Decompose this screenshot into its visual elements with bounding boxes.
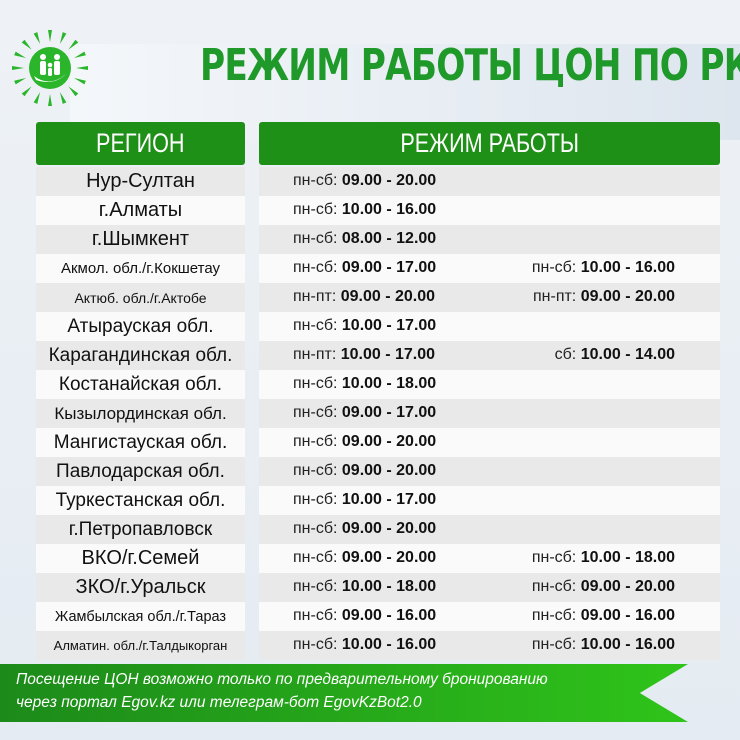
schedule-secondary: пн-сб: 10.00 - 18.00 — [531, 549, 675, 566]
table-row: ЗКО/г.Уральск пн-сб: 10.00 - 18.00 пн-сб: … — [0, 573, 740, 602]
schedule-table: Нур-Султан пн-сб: 09.00 - 20.00 г.Алматы пн… — [0, 167, 740, 660]
region-cell: Нур-Султан — [36, 167, 245, 196]
schedule-cell: пн-сб: 09.00 - 17.00 — [259, 399, 720, 428]
table-row: г.Алматы пн-сб: 10.00 - 16.00 — [0, 196, 740, 225]
schedule-primary: пн-сб: 09.00 - 20.00 — [293, 549, 437, 566]
schedule-cell: пн-сб: 09.00 - 20.00 пн-сб: 10.00 - 18.00 — [259, 544, 720, 573]
schedule-cell: пн-сб: 10.00 - 17.00 — [259, 312, 720, 341]
schedule-primary: пн-сб: 10.00 - 18.00 — [293, 578, 437, 595]
column-header-region: РЕГИОН — [36, 122, 245, 165]
region-cell: Жамбылская обл./г.Тараз — [36, 602, 245, 631]
region-cell: ВКО/г.Семей — [36, 544, 245, 573]
schedule-cell: пн-сб: 10.00 - 18.00 пн-сб: 09.00 - 20.00 — [259, 573, 720, 602]
schedule-primary: пн-сб: 10.00 - 16.00 — [293, 636, 437, 653]
region-cell: Павлодарская обл. — [36, 457, 245, 486]
table-row: Актюб. обл./г.Актобе пн-пт: 09.00 - 20.00… — [0, 283, 740, 312]
schedule-primary: пн-пт: 10.00 - 17.00 — [293, 346, 436, 363]
table-row: ВКО/г.Семей пн-сб: 09.00 - 20.00 пн-сб: 10… — [0, 544, 740, 573]
schedule-cell: пн-сб: 08.00 - 12.00 — [259, 225, 720, 254]
table-row: г.Шымкент пн-сб: 08.00 - 12.00 — [0, 225, 740, 254]
schedule-secondary: пн-пт: 09.00 - 20.00 — [532, 288, 675, 305]
region-cell: ЗКО/г.Уральск — [36, 573, 245, 602]
schedule-secondary: пн-сб: 10.00 - 16.00 — [531, 259, 675, 276]
footer-note: Посещение ЦОН возможно только по предвар… — [16, 671, 548, 711]
table-row: Нур-Султан пн-сб: 09.00 - 20.00 — [0, 167, 740, 196]
region-cell: Туркестанская обл. — [36, 486, 245, 515]
schedule-primary: пн-сб: 08.00 - 12.00 — [293, 230, 437, 247]
region-cell: г.Алматы — [36, 196, 245, 225]
column-header-schedule: РЕЖИМ РАБОТЫ — [259, 122, 720, 165]
table-row: Костанайская обл. пн-сб: 10.00 - 18.00 — [0, 370, 740, 399]
region-cell: Костанайская обл. — [36, 370, 245, 399]
table-row: Атырауская обл. пн-сб: 10.00 - 17.00 — [0, 312, 740, 341]
table-row: Карагандинская обл. пн-пт: 10.00 - 17.00 с… — [0, 341, 740, 370]
schedule-secondary: пн-сб: 09.00 - 16.00 — [531, 607, 675, 624]
schedule-primary: пн-сб: 09.00 - 20.00 — [293, 520, 437, 537]
schedule-primary: пн-пт: 09.00 - 20.00 — [293, 288, 436, 305]
schedule-cell: пн-пт: 09.00 - 20.00 пн-пт: 09.00 - 20.00 — [259, 283, 720, 312]
schedule-cell: пн-сб: 09.00 - 20.00 — [259, 515, 720, 544]
table-row: Алматин. обл./г.Талдыкорган пн-сб: 10.00 … — [0, 631, 740, 660]
table-row: Туркестанская обл. пн-сб: 10.00 - 17.00 — [0, 486, 740, 515]
schedule-cell: пн-сб: 10.00 - 16.00 — [259, 196, 720, 225]
family-sun-logo-icon — [12, 30, 88, 106]
table-row: Мангистауская обл. пн-сб: 09.00 - 20.00 — [0, 428, 740, 457]
page-title: РЕЖИМ РАБОТЫ ЦОН ПО РК — [200, 40, 740, 91]
schedule-cell: пн-пт: 10.00 - 17.00 сб: 10.00 - 14.00 — [259, 341, 720, 370]
schedule-primary: пн-сб: 09.00 - 20.00 — [293, 462, 437, 479]
region-cell: Алматин. обл./г.Талдыкорган — [36, 631, 245, 660]
region-cell: г.Шымкент — [36, 225, 245, 254]
region-cell: Акмол. обл./г.Кокшетау — [36, 254, 245, 283]
schedule-primary: пн-сб: 09.00 - 20.00 — [293, 172, 437, 189]
table-row: Жамбылская обл./г.Тараз пн-сб: 09.00 - 16… — [0, 602, 740, 631]
schedule-cell: пн-сб: 10.00 - 16.00 пн-сб: 10.00 - 16.00 — [259, 631, 720, 660]
region-cell: Карагандинская обл. — [36, 341, 245, 370]
table-row: Кызылординская обл. пн-сб: 09.00 - 17.00 — [0, 399, 740, 428]
region-cell: Актюб. обл./г.Актобе — [36, 283, 245, 312]
schedule-primary: пн-сб: 09.00 - 17.00 — [293, 404, 437, 421]
schedule-primary: пн-сб: 09.00 - 20.00 — [293, 433, 437, 450]
schedule-cell: пн-сб: 09.00 - 17.00 пн-сб: 10.00 - 16.00 — [259, 254, 720, 283]
schedule-primary: пн-сб: 10.00 - 18.00 — [293, 375, 437, 392]
table-row: Павлодарская обл. пн-сб: 09.00 - 20.00 — [0, 457, 740, 486]
schedule-primary: пн-сб: 09.00 - 17.00 — [293, 259, 437, 276]
schedule-cell: пн-сб: 09.00 - 20.00 — [259, 167, 720, 196]
schedule-cell: пн-сб: 10.00 - 17.00 — [259, 486, 720, 515]
region-cell: Кызылординская обл. — [36, 399, 245, 428]
table-row: г.Петропавловск пн-сб: 09.00 - 20.00 — [0, 515, 740, 544]
schedule-cell: пн-сб: 09.00 - 16.00 пн-сб: 09.00 - 16.00 — [259, 602, 720, 631]
schedule-cell: пн-сб: 10.00 - 18.00 — [259, 370, 720, 399]
region-cell: Мангистауская обл. — [36, 428, 245, 457]
schedule-secondary: пн-сб: 09.00 - 20.00 — [531, 578, 675, 595]
schedule-cell: пн-сб: 09.00 - 20.00 — [259, 457, 720, 486]
schedule-cell: пн-сб: 09.00 - 20.00 — [259, 428, 720, 457]
schedule-primary: пн-сб: 09.00 - 16.00 — [293, 607, 437, 624]
schedule-primary: пн-сб: 10.00 - 17.00 — [293, 317, 437, 334]
region-cell: Атырауская обл. — [36, 312, 245, 341]
schedule-primary: пн-сб: 10.00 - 17.00 — [293, 491, 437, 508]
schedule-primary: пн-сб: 10.00 - 16.00 — [293, 201, 437, 218]
schedule-secondary: пн-сб: 10.00 - 16.00 — [531, 636, 675, 653]
region-cell: г.Петропавловск — [36, 515, 245, 544]
footer-banner — [0, 664, 688, 722]
table-row: Акмол. обл./г.Кокшетау пн-сб: 09.00 - 17.… — [0, 254, 740, 283]
schedule-secondary: сб: 10.00 - 14.00 — [554, 346, 675, 363]
